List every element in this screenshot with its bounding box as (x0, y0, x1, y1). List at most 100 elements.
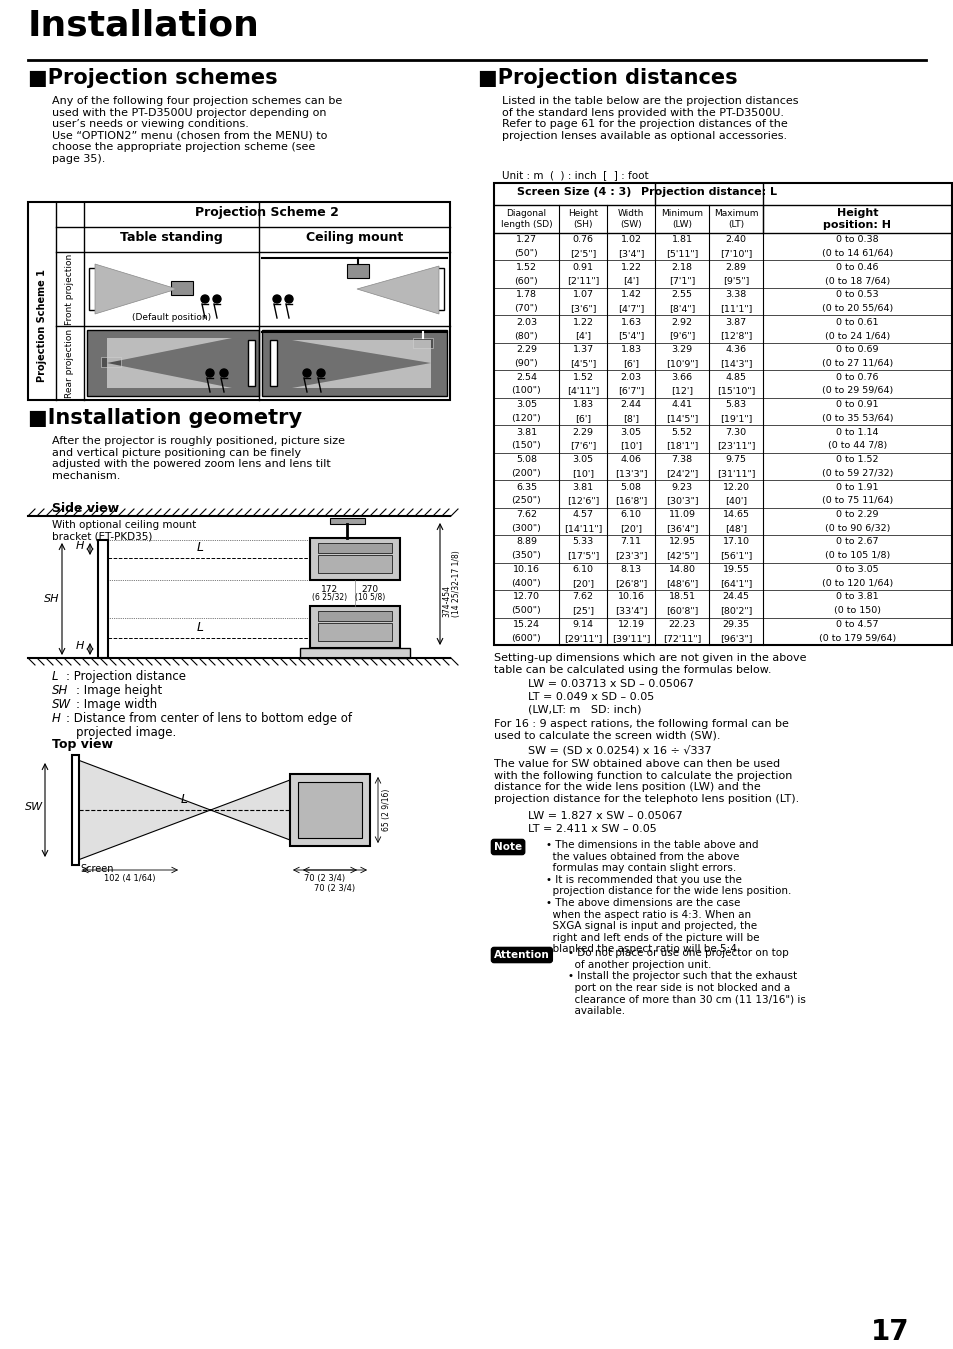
Polygon shape (107, 363, 232, 389)
Text: : Image width: : Image width (76, 697, 157, 711)
Bar (330, 518, 365, 523)
Text: SW: SW (52, 697, 71, 711)
Text: Table standing: Table standing (120, 231, 223, 244)
Text: (90"): (90") (514, 359, 537, 368)
Text: 0.91: 0.91 (572, 263, 593, 272)
Text: (0 to 90 6/32): (0 to 90 6/32) (824, 523, 889, 533)
Bar (297, 782, 361, 838)
Text: (LW,LT: m   SD: inch): (LW,LT: m SD: inch) (527, 706, 640, 715)
Text: [7'10"]: [7'10"] (720, 250, 751, 258)
Text: (0 to 27 11/64): (0 to 27 11/64) (821, 359, 892, 368)
Text: [9'5"]: [9'5"] (722, 277, 748, 286)
Text: 1.83: 1.83 (572, 401, 593, 409)
Text: [30'3"]: [30'3"] (665, 496, 698, 506)
Text: 3.81: 3.81 (572, 483, 593, 491)
Text: 0 to 1.91: 0 to 1.91 (836, 483, 878, 491)
Polygon shape (95, 264, 177, 314)
Text: [14'3"]: [14'3"] (719, 359, 752, 368)
Text: 0 to 0.69: 0 to 0.69 (836, 345, 878, 355)
Text: (Default position): (Default position) (132, 313, 211, 322)
Bar (494, 183, 951, 645)
Text: 2.44: 2.44 (619, 401, 640, 409)
Text: 12.19: 12.19 (617, 621, 644, 629)
Text: Height
(SH): Height (SH) (567, 209, 598, 229)
Text: 5.08: 5.08 (619, 483, 640, 491)
Text: (0 to 20 55/64): (0 to 20 55/64) (821, 304, 892, 313)
Text: [33'4"]: [33'4"] (614, 606, 647, 615)
Text: [6']: [6'] (622, 359, 639, 368)
Text: [8']: [8'] (622, 414, 639, 422)
Text: (0 to 59 27/32): (0 to 59 27/32) (821, 469, 892, 478)
Text: 102 (4 1/64): 102 (4 1/64) (104, 874, 155, 884)
Text: 7.62: 7.62 (516, 510, 537, 519)
Text: [2'11"]: [2'11"] (566, 277, 598, 286)
Text: 12.95: 12.95 (668, 537, 695, 546)
Text: 6.35: 6.35 (516, 483, 537, 491)
Text: [8'4"]: [8'4"] (668, 304, 695, 313)
Text: [48'6"]: [48'6"] (665, 579, 698, 588)
Text: [3'4"]: [3'4"] (618, 250, 643, 258)
Text: Diagonal
length (SD): Diagonal length (SD) (500, 209, 552, 229)
Text: 5.33: 5.33 (572, 537, 593, 546)
Text: 2.92: 2.92 (671, 318, 692, 326)
Bar (101, 357, 121, 367)
Text: • Do not place or use one projector on top
  of another projection unit.
• Insta: • Do not place or use one projector on t… (567, 948, 805, 1016)
Text: 22.23: 22.23 (668, 621, 695, 629)
Text: 0 to 2.67: 0 to 2.67 (836, 537, 878, 546)
Text: 1.02: 1.02 (619, 235, 640, 244)
Text: 12.20: 12.20 (721, 483, 749, 491)
Text: L: L (196, 621, 203, 634)
Text: 2.40: 2.40 (724, 235, 745, 244)
Text: Height
position: H: Height position: H (822, 208, 890, 229)
Polygon shape (356, 266, 438, 314)
Text: Projection Scheme 2: Projection Scheme 2 (194, 206, 338, 219)
Text: 374-454
(14 25/32-17 1/8): 374-454 (14 25/32-17 1/8) (441, 550, 461, 618)
Text: [56'1"]: [56'1"] (720, 552, 751, 560)
Text: 2.03: 2.03 (516, 318, 537, 326)
Bar (71, 755, 79, 865)
Text: 3.66: 3.66 (671, 372, 692, 382)
Text: 1.37: 1.37 (572, 345, 593, 355)
Text: (0 to 75 11/64): (0 to 75 11/64) (821, 496, 892, 506)
Text: [12'6"]: [12'6"] (566, 496, 598, 506)
Text: [80'2"]: [80'2"] (720, 606, 751, 615)
Text: (0 to 44 7/8): (0 to 44 7/8) (827, 441, 886, 451)
Text: 0 to 1.14: 0 to 1.14 (836, 428, 878, 437)
Text: 1.83: 1.83 (619, 345, 640, 355)
Text: 4.85: 4.85 (724, 372, 745, 382)
Text: 2.03: 2.03 (619, 372, 640, 382)
Circle shape (273, 295, 281, 304)
Text: H: H (52, 712, 61, 724)
Text: [40']: [40'] (724, 496, 746, 506)
Text: [14'5"]: [14'5"] (665, 414, 698, 422)
Text: [25']: [25'] (572, 606, 594, 615)
Text: (0 to 35 53/64): (0 to 35 53/64) (821, 414, 892, 422)
Text: 6.10: 6.10 (619, 510, 640, 519)
Text: 0 to 0.46: 0 to 0.46 (836, 263, 878, 272)
Text: 2.18: 2.18 (671, 263, 692, 272)
Text: 3.05: 3.05 (572, 455, 593, 464)
Text: 24.45: 24.45 (721, 592, 749, 602)
Text: 9.75: 9.75 (724, 455, 745, 464)
Text: Front projection: Front projection (66, 254, 74, 325)
Text: 7.62: 7.62 (572, 592, 593, 602)
Text: With optional ceiling mount
bracket (ET-PKD35): With optional ceiling mount bracket (ET-… (52, 519, 196, 541)
Text: H: H (75, 541, 84, 550)
Text: 2.89: 2.89 (724, 263, 745, 272)
Bar (310, 606, 399, 648)
Text: 14.65: 14.65 (721, 510, 749, 519)
Text: (120"): (120") (511, 414, 540, 422)
Text: [5'4"]: [5'4"] (618, 332, 643, 340)
Text: [7'6"]: [7'6"] (569, 441, 596, 451)
Text: Listed in the table below are the projection distances
of the standard lens prov: Listed in the table below are the projec… (501, 96, 798, 140)
Text: [96'3"]: [96'3"] (719, 634, 752, 642)
Text: For 16 : 9 aspect rations, the following formal can be
used to calculate the scr: For 16 : 9 aspect rations, the following… (494, 719, 788, 741)
Text: (70"): (70") (514, 304, 537, 313)
Circle shape (285, 295, 293, 304)
Polygon shape (292, 363, 431, 389)
Text: Installation: Installation (28, 8, 259, 42)
Text: : Projection distance: : Projection distance (66, 670, 186, 683)
Circle shape (201, 295, 209, 304)
Bar (310, 538, 399, 580)
Text: [6']: [6'] (575, 414, 591, 422)
